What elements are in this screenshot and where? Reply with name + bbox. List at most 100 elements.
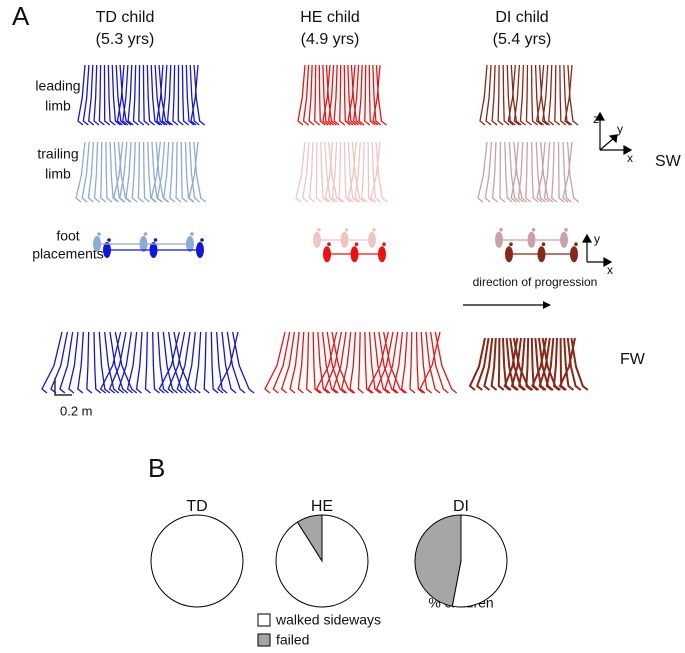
scale-bar: [54, 378, 72, 396]
stick-limb: [308, 141, 315, 203]
stick-limb: [142, 64, 150, 126]
stick-limb: [375, 331, 394, 394]
stick-limb: [347, 64, 356, 126]
sw-label: SW: [655, 153, 682, 170]
stick-limb: [347, 141, 357, 203]
stick-limb: [280, 331, 296, 394]
stick-limb: [357, 331, 364, 394]
stick-limb: [188, 141, 199, 203]
legend-label: walked sideways: [275, 612, 381, 628]
stick-limb: [490, 337, 498, 391]
stick-limb: [352, 64, 360, 126]
stick-limb: [563, 337, 575, 391]
stick-limb: [226, 331, 246, 394]
stick-limb: [542, 64, 549, 126]
stick-limb: [326, 331, 346, 394]
stick-limb: [530, 64, 538, 126]
stick-limb: [538, 64, 551, 126]
stick-limb: [109, 331, 129, 394]
stick-limb: [566, 141, 580, 203]
row-label: placements: [32, 246, 104, 262]
axes-3d: [594, 111, 633, 156]
stick-limb: [318, 64, 326, 126]
stick-limb: [378, 331, 398, 394]
stick-limb: [559, 64, 567, 126]
stick-limb: [562, 141, 573, 203]
toe: [382, 242, 386, 246]
stick-limb: [169, 141, 176, 203]
stick-limb: [150, 64, 161, 126]
stick-limb: [177, 64, 184, 126]
legend-swatch: [257, 633, 271, 647]
stick-limb: [86, 331, 93, 394]
stick-limb: [400, 331, 408, 394]
stick-limb: [392, 331, 404, 394]
stick-limb: [103, 64, 111, 126]
stick-limb: [354, 141, 361, 203]
axis-label: z: [593, 112, 599, 126]
stick-limb: [109, 141, 119, 203]
stick-limb: [351, 141, 365, 203]
stick-limb: [563, 64, 573, 126]
stick-limb: [331, 331, 354, 394]
stick-limb: [331, 141, 338, 203]
stick-limb: [135, 331, 143, 394]
stick-limb: [77, 331, 84, 394]
toe: [143, 232, 148, 236]
stick-limb: [315, 331, 338, 394]
stick-limb: [557, 141, 565, 203]
axis-label: y: [617, 122, 623, 136]
stick-limb: [185, 64, 195, 126]
stick-limb: [371, 141, 381, 203]
stick-limb: [297, 64, 306, 126]
stick-limb: [361, 141, 368, 203]
stick-limb: [531, 141, 539, 203]
stick-limb: [510, 141, 519, 203]
stick-limb: [566, 337, 582, 391]
stick-limb: [324, 331, 343, 394]
stick-limb: [272, 331, 291, 394]
column-title: HE child: [300, 9, 360, 26]
row-label: limb: [45, 166, 71, 182]
stick-limb: [349, 331, 357, 394]
stick-limb: [343, 64, 351, 126]
stick-limb: [338, 141, 345, 203]
stick-limb: [420, 331, 433, 394]
stick-limb: [321, 331, 338, 394]
stick-limb: [419, 331, 441, 394]
stick-limb: [375, 64, 387, 126]
stick-limb: [507, 64, 516, 126]
stick-limb: [75, 141, 86, 203]
stick-limb: [367, 331, 389, 394]
stick-limb: [468, 337, 486, 391]
stick-limb: [506, 64, 516, 126]
toe: [107, 238, 111, 242]
axis-label: x: [607, 263, 613, 277]
stick-limb: [88, 64, 95, 126]
stick-limb: [156, 64, 164, 126]
stick-limb: [185, 331, 196, 394]
column-title: TD child: [96, 9, 155, 26]
stick-limb: [117, 331, 132, 394]
stick-limb: [315, 141, 322, 203]
stick-limb: [210, 331, 219, 394]
stick-limb: [127, 64, 134, 126]
toe: [317, 228, 321, 232]
stick-limb: [116, 64, 125, 126]
stick-limb: [317, 331, 329, 394]
stick-limb: [545, 337, 555, 391]
stick-limb: [119, 141, 128, 203]
row-label: foot: [56, 228, 79, 244]
stick-limb: [306, 331, 313, 394]
stick-limb: [217, 331, 239, 394]
stick-limb: [142, 141, 150, 203]
column-age: (4.9 yrs): [301, 31, 360, 48]
stick-limb: [162, 331, 178, 394]
stick-limb: [518, 337, 526, 391]
stick-limb: [126, 331, 138, 394]
stick-limb: [166, 64, 173, 126]
toe: [97, 232, 101, 236]
stick-limb: [485, 64, 492, 126]
toe: [531, 228, 536, 232]
